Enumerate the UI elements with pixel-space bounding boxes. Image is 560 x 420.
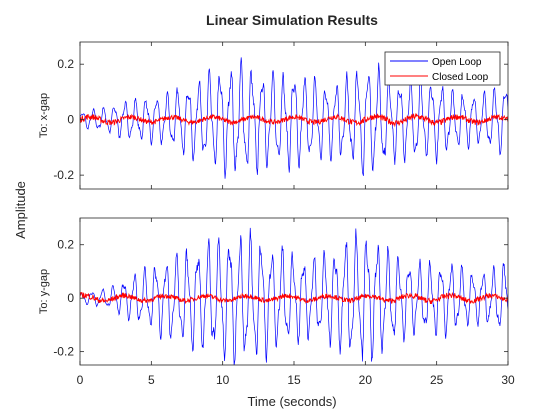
y-tick-label: 0.2	[57, 57, 74, 71]
y-tick-label: -0.2	[53, 345, 74, 359]
x-tick-label: 30	[501, 373, 515, 387]
y-tick-label: 0	[67, 291, 74, 305]
y-tick-label: -0.2	[53, 168, 74, 182]
chart-title: Linear Simulation Results	[206, 12, 378, 28]
subplot-y-label: To: y-gap	[38, 269, 50, 314]
x-axis-label: Time (seconds)	[247, 394, 336, 409]
legend-entry-open-loop: Open Loop	[432, 57, 482, 68]
x-tick-label: 15	[287, 373, 301, 387]
plot-area	[80, 218, 508, 365]
x-tick-label: 0	[77, 373, 84, 387]
x-tick-label: 25	[430, 373, 444, 387]
series-line-closed-loop	[80, 112, 508, 128]
y-tick-label: 0.2	[57, 238, 74, 252]
series-line-open-loop	[80, 227, 508, 365]
y-axis-label: Amplitude	[13, 181, 28, 239]
legend: Open Loop Closed Loop	[384, 51, 501, 86]
legend-box	[384, 51, 501, 86]
subplot-y-label: To: x-gap	[38, 93, 50, 138]
x-tick-label: 20	[359, 373, 373, 387]
x-tick-label: 5	[148, 373, 155, 387]
legend-entry-closed-loop: Closed Loop	[432, 72, 489, 83]
y-tick-label: 0	[67, 113, 74, 127]
x-tick-labels: 0 5 10 15 20 25 30	[77, 373, 515, 387]
series-line-open-loop	[80, 57, 508, 179]
subplot-y-gap: 0.2 0 -0.2 To: y-gap	[38, 217, 509, 366]
x-tick-label: 10	[216, 373, 230, 387]
series-line-closed-loop	[80, 291, 508, 305]
